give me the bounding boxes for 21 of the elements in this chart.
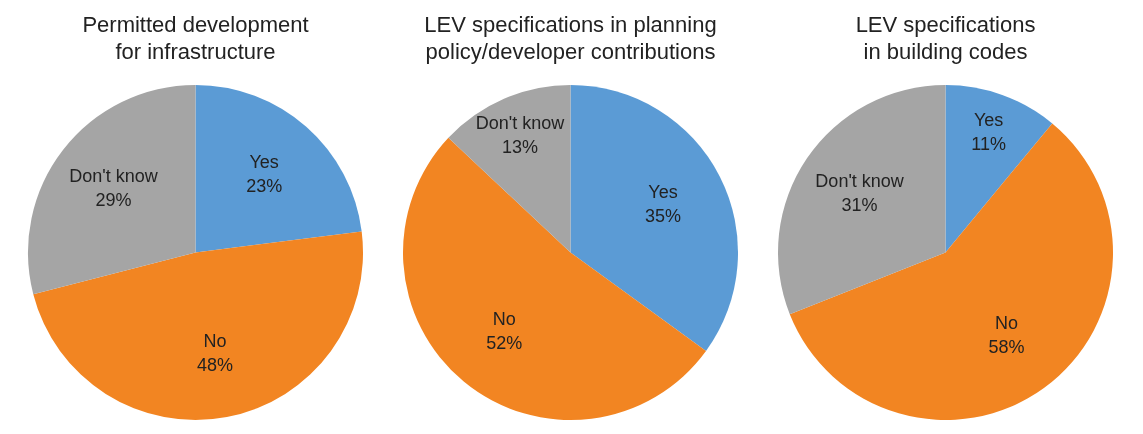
data-label: 13% [501,136,538,157]
data-label: 29% [95,189,132,210]
data-label: 58% [988,337,1025,358]
slice-label: No [995,313,1019,334]
chart-title: Permitted development for infrastructure [82,11,309,65]
data-label: 31% [841,195,878,216]
slice-label: No [203,331,227,352]
data-label: 52% [486,333,523,354]
data-label: 23% [246,175,283,196]
slice-label: Yes [648,182,678,203]
slice-label: Yes [249,151,279,172]
chart-title: LEV specifications in planning policy/developer contributions [424,11,717,65]
slice-label: No [492,309,516,330]
slice-label: Don't know [815,171,905,192]
data-label: 11% [971,133,1006,154]
data-label: 35% [645,206,682,227]
slice-label: Don't know [475,112,566,133]
data-label: 48% [196,355,233,376]
chart-title: LEV specifications in building codes [855,11,1036,65]
slice-label: Don't know [69,165,159,186]
slice-label: Yes [973,109,1004,130]
